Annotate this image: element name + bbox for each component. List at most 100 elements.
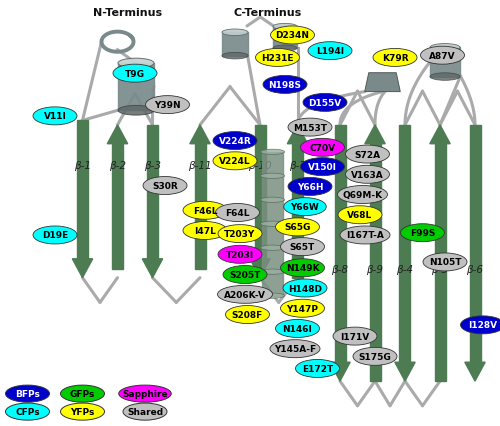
Text: V224L: V224L: [219, 157, 251, 166]
Ellipse shape: [303, 94, 347, 112]
Text: H148D: H148D: [288, 284, 322, 293]
Ellipse shape: [340, 227, 390, 245]
Ellipse shape: [346, 146, 390, 164]
Ellipse shape: [460, 316, 500, 334]
Ellipse shape: [280, 259, 324, 277]
Text: Q69M-K: Q69M-K: [342, 190, 382, 199]
Text: D155V: D155V: [308, 99, 342, 108]
FancyArrow shape: [365, 126, 385, 144]
Text: V163A: V163A: [351, 170, 384, 179]
Ellipse shape: [260, 150, 284, 155]
Text: A87V: A87V: [429, 52, 456, 60]
Ellipse shape: [260, 222, 284, 227]
Text: β-2: β-2: [109, 161, 126, 171]
Ellipse shape: [284, 198, 326, 216]
Ellipse shape: [213, 132, 257, 150]
Text: Sapphire: Sapphire: [122, 389, 168, 398]
Ellipse shape: [270, 340, 320, 358]
Ellipse shape: [338, 206, 382, 224]
Ellipse shape: [33, 108, 77, 126]
Ellipse shape: [353, 348, 397, 366]
Text: I171V: I171V: [340, 332, 370, 341]
Ellipse shape: [218, 225, 262, 243]
Text: β-3: β-3: [144, 161, 161, 171]
Ellipse shape: [276, 320, 320, 338]
Ellipse shape: [333, 327, 377, 345]
Text: H231E: H231E: [261, 54, 294, 63]
Text: Y66H: Y66H: [297, 182, 323, 191]
Text: β-7: β-7: [289, 161, 306, 171]
Text: Shared: Shared: [127, 407, 163, 416]
Text: Y66W: Y66W: [290, 203, 320, 212]
Ellipse shape: [256, 49, 300, 67]
Text: L194I: L194I: [316, 47, 344, 56]
Ellipse shape: [143, 177, 187, 195]
Ellipse shape: [183, 222, 227, 240]
Text: S175G: S175G: [358, 352, 392, 361]
Ellipse shape: [288, 178, 332, 196]
Text: GFPs: GFPs: [70, 389, 95, 398]
Ellipse shape: [280, 299, 324, 317]
Bar: [273, 27, 297, 49]
Ellipse shape: [118, 59, 154, 69]
Ellipse shape: [6, 403, 50, 420]
Bar: [370, 144, 380, 381]
Text: V68L: V68L: [348, 211, 372, 220]
Ellipse shape: [60, 403, 104, 420]
Text: β-10: β-10: [248, 161, 272, 171]
FancyArrow shape: [108, 126, 128, 144]
Ellipse shape: [270, 27, 314, 45]
Text: β-8: β-8: [332, 264, 348, 274]
Ellipse shape: [218, 246, 262, 264]
Bar: [434, 144, 446, 381]
Ellipse shape: [260, 294, 284, 299]
Bar: [194, 144, 205, 269]
Bar: [77, 121, 88, 259]
Ellipse shape: [423, 253, 467, 271]
Bar: [430, 48, 460, 78]
Ellipse shape: [226, 306, 270, 324]
Polygon shape: [365, 74, 400, 92]
Text: N149K: N149K: [286, 264, 320, 273]
Text: V150I: V150I: [308, 163, 337, 172]
Ellipse shape: [260, 174, 284, 179]
Ellipse shape: [146, 96, 190, 114]
Ellipse shape: [420, 47, 465, 65]
Text: T203Y: T203Y: [224, 230, 256, 239]
Ellipse shape: [6, 385, 50, 402]
Ellipse shape: [283, 279, 327, 297]
Bar: [222, 33, 248, 57]
FancyArrow shape: [72, 259, 92, 278]
FancyArrow shape: [288, 126, 308, 144]
Ellipse shape: [260, 245, 284, 251]
Ellipse shape: [430, 44, 460, 52]
Ellipse shape: [373, 49, 417, 67]
Text: BFPs: BFPs: [15, 389, 40, 398]
Ellipse shape: [183, 202, 227, 220]
Ellipse shape: [222, 53, 248, 60]
Bar: [334, 126, 345, 363]
Text: S30R: S30R: [152, 181, 178, 190]
Ellipse shape: [119, 385, 171, 402]
Text: N105T: N105T: [429, 258, 461, 267]
Text: I167T-A: I167T-A: [346, 231, 384, 240]
Ellipse shape: [263, 76, 307, 94]
Text: V224R: V224R: [218, 137, 252, 146]
FancyArrow shape: [330, 363, 350, 381]
Text: Y147P: Y147P: [286, 304, 318, 313]
Ellipse shape: [300, 139, 344, 157]
Bar: [292, 144, 303, 278]
Ellipse shape: [296, 360, 340, 377]
Text: I47L: I47L: [194, 227, 216, 236]
Text: F46L: F46L: [192, 206, 217, 215]
Text: F99S: F99S: [410, 229, 435, 238]
Ellipse shape: [346, 166, 390, 184]
Text: β-9: β-9: [366, 264, 384, 274]
FancyArrow shape: [465, 363, 485, 381]
Text: D19E: D19E: [42, 231, 68, 240]
FancyArrow shape: [395, 363, 415, 381]
Ellipse shape: [276, 219, 320, 236]
Bar: [470, 126, 480, 363]
Text: CFPs: CFPs: [15, 407, 40, 416]
Text: β-11: β-11: [188, 161, 212, 171]
